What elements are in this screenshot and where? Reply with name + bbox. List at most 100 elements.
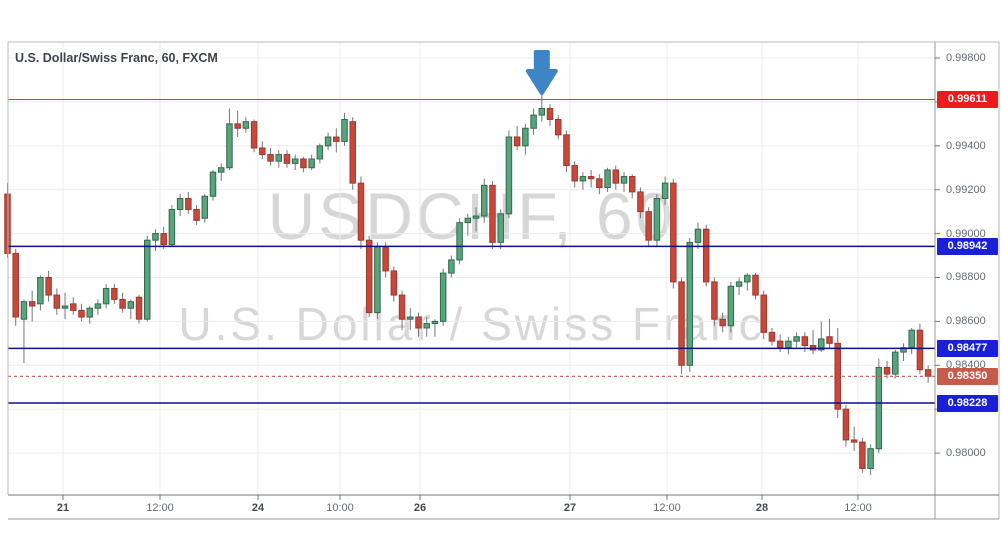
candle-up[interactable]	[464, 217, 472, 224]
candle-up[interactable]	[341, 118, 348, 142]
candle-down[interactable]	[333, 136, 340, 142]
candle-down[interactable]	[859, 441, 866, 469]
time-tick-label[interactable]: 26	[413, 502, 427, 514]
candle-up[interactable]	[505, 136, 513, 215]
candle-up[interactable]	[439, 272, 447, 322]
candle-up[interactable]	[538, 108, 546, 116]
candle-up[interactable]	[661, 182, 669, 199]
candle-down[interactable]	[513, 136, 521, 147]
candle-up[interactable]	[793, 336, 800, 342]
candle-up[interactable]	[481, 184, 488, 217]
candle-up[interactable]	[423, 323, 430, 329]
candle-down[interactable]	[267, 154, 274, 162]
time-tick-label[interactable]: 12:00	[146, 502, 174, 514]
price-level-plate[interactable]: 0.99611	[937, 91, 998, 108]
candle-up[interactable]	[653, 197, 661, 241]
candle-up[interactable]	[291, 158, 299, 164]
candle-down[interactable]	[12, 252, 19, 318]
candle-up[interactable]	[522, 127, 529, 147]
candle-down[interactable]	[637, 191, 644, 213]
candle-down[interactable]	[711, 281, 718, 320]
candle-up[interactable]	[308, 158, 315, 169]
time-tick-label[interactable]: 24	[251, 502, 265, 514]
candle-up[interactable]	[818, 338, 825, 351]
price-level-plate[interactable]: 0.98477	[937, 339, 998, 357]
candle-up[interactable]	[530, 114, 537, 129]
candle-down[interactable]	[702, 228, 710, 283]
candle-down[interactable]	[678, 281, 685, 366]
candle-down[interactable]	[193, 208, 200, 221]
candle-down[interactable]	[234, 123, 241, 129]
candle-down[interactable]	[300, 158, 307, 169]
candle-up[interactable]	[316, 145, 324, 160]
candle-up[interactable]	[785, 340, 792, 349]
price-level-plate[interactable]: 0.98228	[937, 394, 998, 412]
candle-down[interactable]	[160, 233, 167, 246]
candle-up[interactable]	[176, 197, 184, 210]
candle-down[interactable]	[776, 340, 784, 349]
candle-down[interactable]	[53, 294, 61, 309]
candle-down[interactable]	[571, 165, 578, 182]
candle-down[interactable]	[135, 296, 143, 320]
candle-up[interactable]	[324, 136, 332, 147]
candle-up[interactable]	[431, 320, 439, 325]
candle-up[interactable]	[217, 167, 225, 173]
candle-up[interactable]	[867, 448, 874, 469]
candle-up[interactable]	[37, 276, 44, 305]
time-tick-label[interactable]: 12:00	[653, 502, 681, 514]
price-level-plate[interactable]: 0.98350	[937, 367, 998, 385]
candle-down[interactable]	[801, 336, 809, 347]
candle-down[interactable]	[596, 178, 603, 189]
candle-down[interactable]	[365, 239, 373, 314]
candle-up[interactable]	[407, 316, 414, 320]
candle-down[interactable]	[670, 182, 677, 283]
down-arrow-annotation-icon[interactable]	[525, 50, 558, 95]
candle-up[interactable]	[86, 307, 93, 318]
candle-up[interactable]	[448, 259, 455, 274]
candle-down[interactable]	[563, 134, 570, 167]
candle-up[interactable]	[242, 121, 250, 129]
candle-down[interactable]	[752, 274, 759, 296]
candle-up[interactable]	[209, 171, 217, 197]
time-tick-label[interactable]: 10:00	[326, 502, 354, 514]
candle-up[interactable]	[497, 213, 504, 243]
candle-down[interactable]	[719, 318, 726, 327]
candle-down[interactable]	[283, 154, 291, 164]
price-level-plate[interactable]: 0.98942	[937, 237, 998, 255]
candle-down[interactable]	[883, 366, 891, 375]
candle-up[interactable]	[201, 195, 209, 219]
candle-up[interactable]	[735, 281, 743, 287]
time-tick-label[interactable]: 28	[755, 502, 769, 514]
candle-up[interactable]	[94, 303, 102, 309]
candle-down[interactable]	[28, 301, 36, 307]
candle-up[interactable]	[686, 241, 694, 366]
candle-up[interactable]	[20, 301, 28, 320]
time-tick-label[interactable]: 12:00	[844, 502, 872, 514]
candle-up[interactable]	[102, 287, 110, 305]
candle-down[interactable]	[760, 294, 767, 333]
candle-down[interactable]	[415, 316, 422, 329]
candle-up[interactable]	[620, 176, 628, 184]
candle-down[interactable]	[768, 331, 776, 342]
chart-legend-title[interactable]: U.S. Dollar/Swiss Franc, 60, FXCM	[15, 51, 218, 65]
candle-up[interactable]	[152, 233, 159, 241]
candle-down[interactable]	[398, 294, 406, 320]
candle-up[interactable]	[168, 208, 176, 246]
candle-up[interactable]	[456, 222, 463, 261]
candle-up[interactable]	[727, 285, 735, 327]
candle-up[interactable]	[892, 351, 899, 375]
candle-down[interactable]	[489, 184, 496, 243]
candle-up[interactable]	[226, 123, 233, 169]
candle-up[interactable]	[374, 246, 381, 314]
time-tick-label[interactable]: 27	[563, 502, 577, 514]
candle-up[interactable]	[694, 228, 702, 243]
candle-up[interactable]	[472, 215, 480, 219]
candle-down[interactable]	[250, 121, 258, 149]
candle-up[interactable]	[275, 154, 283, 162]
candle-down[interactable]	[916, 329, 924, 371]
candle-up[interactable]	[579, 176, 587, 182]
candle-down[interactable]	[587, 176, 595, 180]
candle-down[interactable]	[645, 211, 652, 241]
candle-down[interactable]	[119, 298, 126, 309]
